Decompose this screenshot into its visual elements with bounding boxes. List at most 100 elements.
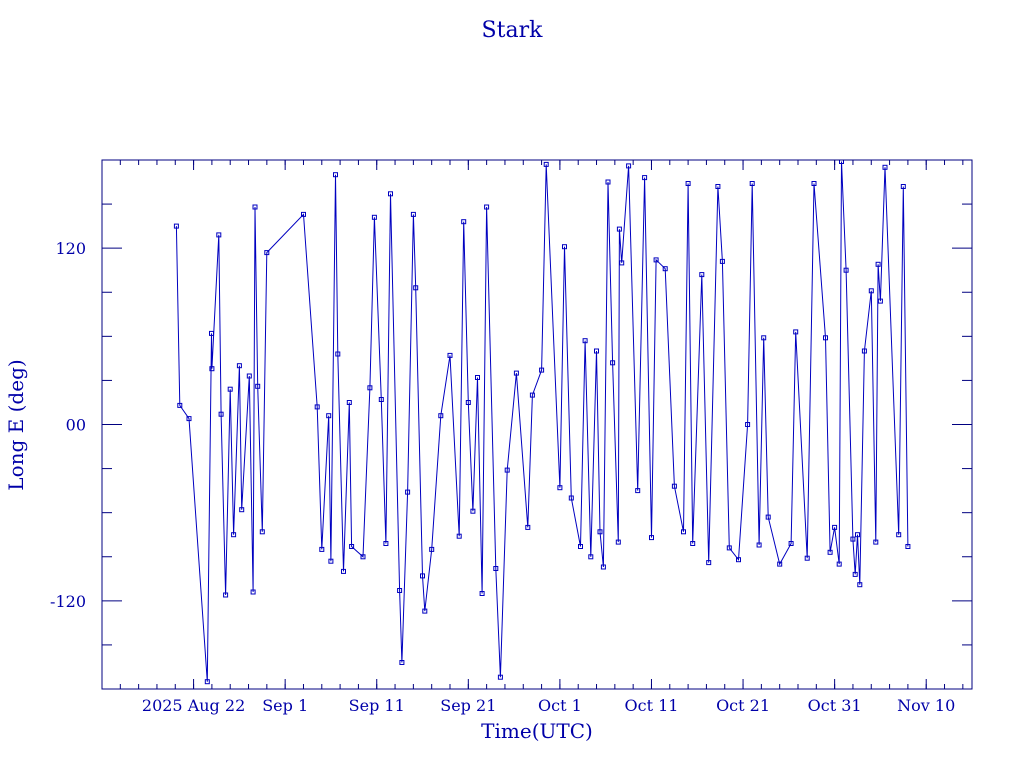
- data-point: [855, 532, 860, 538]
- data-point: [843, 267, 849, 273]
- data-point: [341, 568, 346, 574]
- data-point: [378, 397, 384, 402]
- data-point: [371, 214, 377, 220]
- data-point: [173, 223, 179, 229]
- x-tick-label: Oct 11: [624, 696, 678, 715]
- data-point: [594, 348, 599, 354]
- data-point: [410, 211, 416, 217]
- data-point: [642, 175, 648, 181]
- data-point: [626, 163, 632, 169]
- data-point: [349, 544, 355, 549]
- data-point: [204, 679, 210, 685]
- data-point: [504, 467, 510, 473]
- data-point: [788, 541, 794, 546]
- data-point: [539, 367, 545, 373]
- data-point: [236, 363, 242, 369]
- data-point: [264, 250, 270, 256]
- data-point: [328, 558, 334, 564]
- x-tick-label: Nov 10: [897, 696, 955, 715]
- data-point: [852, 571, 858, 577]
- data-point: [823, 335, 828, 341]
- x-tick-label: 2025 Aug 22: [142, 696, 245, 715]
- data-point: [671, 483, 677, 489]
- series-layer: [173, 160, 911, 685]
- data-point: [223, 592, 229, 598]
- y-tick-label: 120: [55, 239, 86, 258]
- data-point: [605, 179, 611, 185]
- data-point: [333, 172, 338, 178]
- y-axis-label: Long E (deg): [4, 359, 28, 490]
- data-point: [335, 351, 341, 357]
- data-point: [346, 400, 352, 405]
- data-point: [882, 164, 888, 170]
- data-point: [438, 413, 444, 419]
- data-point: [685, 181, 691, 186]
- data-point: [447, 352, 453, 358]
- data-point: [252, 204, 258, 210]
- x-tick-label: Oct 1: [538, 696, 582, 715]
- data-point: [461, 219, 467, 225]
- x-tick-label: Oct 21: [716, 696, 770, 715]
- data-point: [231, 532, 237, 538]
- y-tick-label: 00: [66, 416, 86, 435]
- data-point: [827, 549, 833, 555]
- data-point: [216, 232, 222, 238]
- x-axis-ticks: 2025 Aug 22 Sep 1 Sep 11 Sep 21 Oct 1 Oct 11 O…: [101, 160, 964, 715]
- data-point: [793, 329, 799, 335]
- data-point: [726, 545, 732, 551]
- data-point: [405, 489, 411, 495]
- data-point: [719, 258, 725, 264]
- data-point: [227, 386, 233, 392]
- data-point: [649, 535, 654, 541]
- data-point: [177, 402, 183, 408]
- data-point: [475, 375, 480, 380]
- data-point: [868, 288, 874, 294]
- data-point: [259, 529, 265, 535]
- data-point: [861, 348, 867, 354]
- data-point: [588, 554, 594, 560]
- data-point: [383, 541, 389, 546]
- data-point: [616, 226, 622, 232]
- data-point: [360, 554, 366, 560]
- data-point: [420, 573, 425, 579]
- data-point: [367, 385, 373, 391]
- series-line: [175, 161, 909, 682]
- data-point: [326, 413, 332, 419]
- data-point: [479, 591, 485, 596]
- data-point: [706, 560, 712, 566]
- data-point: [905, 544, 911, 549]
- data-point: [239, 507, 245, 513]
- data-point: [615, 539, 621, 545]
- data-point: [875, 261, 881, 267]
- data-point: [562, 244, 567, 250]
- data-point: [209, 330, 214, 336]
- chart-title: Stark: [482, 18, 544, 43]
- data-point: [218, 411, 224, 417]
- data-point: [635, 488, 641, 494]
- data-point: [399, 660, 405, 665]
- data-point: [836, 561, 842, 567]
- x-tick-label: Sep 21: [440, 696, 496, 715]
- data-point: [413, 285, 419, 291]
- data-point: [209, 366, 215, 372]
- data-point: [832, 524, 838, 530]
- data-point: [582, 338, 588, 344]
- data-point: [186, 416, 192, 422]
- data-point: [246, 373, 252, 379]
- data-point: [900, 184, 906, 189]
- data-point: [761, 335, 767, 341]
- data-point: [610, 360, 616, 366]
- plot-area: 2025 Aug 22 Sep 1 Sep 11 Sep 21 Oct 1 Oct 11 O…: [50, 159, 973, 715]
- data-point: [470, 508, 476, 514]
- data-point: [749, 181, 755, 186]
- data-point: [543, 161, 549, 167]
- x-tick-label: Sep 1: [262, 696, 308, 715]
- data-point: [839, 160, 844, 164]
- data-point: [756, 542, 762, 548]
- data-point: [736, 557, 741, 563]
- data-point: [857, 582, 863, 588]
- data-point: [681, 529, 686, 535]
- data-point: [777, 561, 783, 567]
- data-point: [619, 260, 625, 266]
